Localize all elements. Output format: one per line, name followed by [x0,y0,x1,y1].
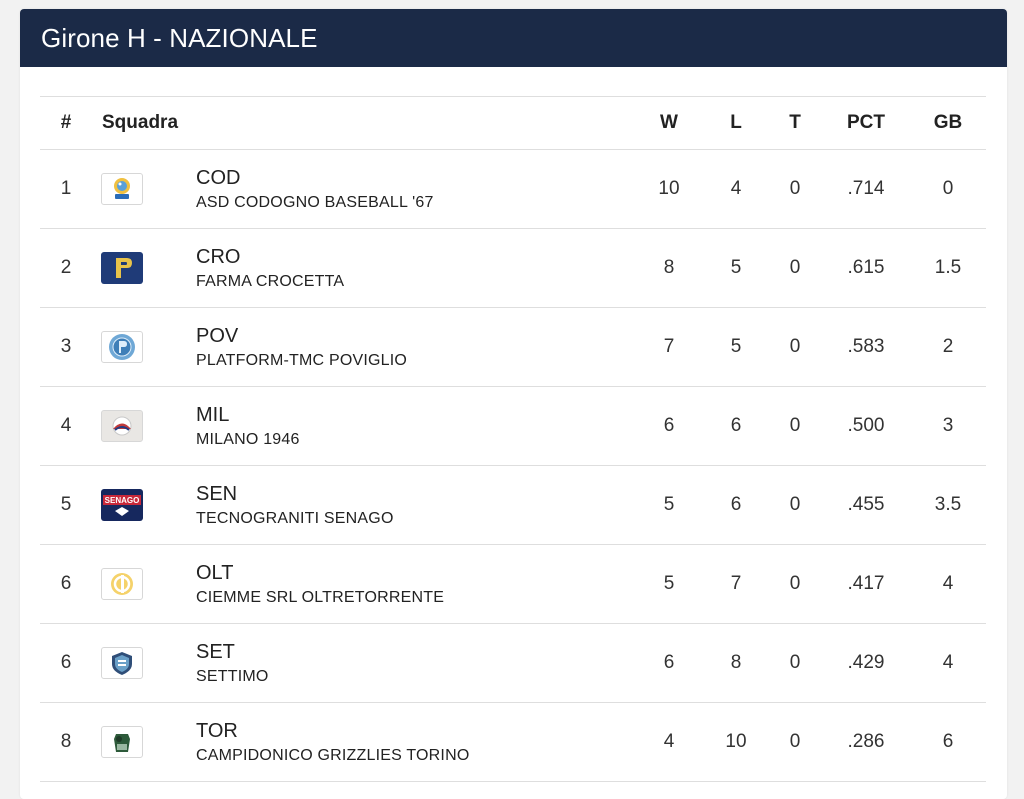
gb-cell: 4 [910,623,986,703]
losses-cell: 5 [704,228,768,308]
team-name[interactable]: TECNOGRANITI SENAGO [196,509,394,527]
pct-cell: .714 [822,149,910,229]
col-w-header: W [634,96,704,150]
team-abbr[interactable]: TOR [196,719,238,742]
table-row[interactable]: 6 SET SETTIMO 6 8 0 [40,623,986,703]
team-abbr[interactable]: MIL [196,403,230,426]
poviglio-logo[interactable] [101,331,143,363]
ties-cell: 0 [768,623,822,703]
gb-cell: 6 [910,702,986,782]
team-abbr[interactable]: CRO [196,245,241,268]
losses-cell: 7 [704,544,768,624]
rank-cell: 4 [40,386,92,466]
team-name[interactable]: CAMPIDONICO GRIZZLIES TORINO [196,746,470,764]
team-name[interactable]: PLATFORM-TMC POVIGLIO [196,351,408,369]
wins-cell: 5 [634,544,704,624]
col-rank-header: # [40,96,92,150]
pct-cell: .455 [822,465,910,545]
ties-cell: 0 [768,149,822,229]
panel-title: Girone H - NAZIONALE [41,22,318,53]
team-abbr[interactable]: SET [196,640,235,663]
col-l-header: L [704,96,768,150]
table-row[interactable]: 4 MIL MILANO 1946 6 6 0 [40,386,986,466]
losses-cell: 10 [704,702,768,782]
team-abbr[interactable]: SEN [196,482,238,505]
senago-logo[interactable]: SENAGO [101,489,143,521]
pct-cell: .429 [822,623,910,703]
ties-cell: 0 [768,386,822,466]
milano-logo[interactable] [101,410,143,442]
settimo-logo[interactable] [101,647,143,679]
col-pct-header: PCT [822,96,910,150]
gb-cell: 2 [910,307,986,387]
rank-cell: 6 [40,623,92,703]
codogno-logo[interactable] [101,173,143,205]
wins-cell: 10 [634,149,704,229]
losses-cell: 6 [704,386,768,466]
table-row[interactable]: 3 POV PLATFORM-TMC POVIGLIO [40,307,986,387]
team-name[interactable]: FARMA CROCETTA [196,272,345,290]
table-row[interactable]: 6 OLT CIEMME SRL OLTRETORRENTE 5 7 [40,544,986,624]
pct-cell: .500 [822,386,910,466]
table-row[interactable]: 2 CRO FARMA CROCETTA 8 5 0 .615 [40,228,986,308]
senago-logo-text: SENAGO [105,496,140,505]
ties-cell: 0 [768,307,822,387]
oltretorrente-logo[interactable] [101,568,143,600]
losses-cell: 4 [704,149,768,229]
team-name[interactable]: CIEMME SRL OLTRETORRENTE [196,588,445,606]
ties-cell: 0 [768,465,822,545]
team-abbr[interactable]: OLT [196,561,234,584]
col-team-header: Squadra [92,96,634,150]
wins-cell: 7 [634,307,704,387]
team-name[interactable]: ASD CODOGNO BASEBALL '67 [196,193,434,211]
wins-cell: 5 [634,465,704,545]
pct-cell: .583 [822,307,910,387]
torino-logo[interactable] [101,726,143,758]
rank-cell: 1 [40,149,92,229]
team-abbr[interactable]: COD [196,166,241,189]
table-row[interactable]: 5 SENAGO SEN TECNOGRANITI SENAGO [40,465,986,545]
team-abbr[interactable]: POV [196,324,239,347]
losses-cell: 8 [704,623,768,703]
table-header-row: # Squadra W L T PCT GB [40,96,986,150]
ties-cell: 0 [768,228,822,308]
wins-cell: 6 [634,623,704,703]
col-gb-header: GB [910,96,986,150]
standings-table: # Squadra W L T PCT GB 1 [40,96,986,782]
rank-cell: 2 [40,228,92,308]
team-name[interactable]: SETTIMO [196,667,269,685]
gb-cell: 4 [910,544,986,624]
ties-cell: 0 [768,544,822,624]
team-name[interactable]: MILANO 1946 [196,430,300,448]
pct-cell: .417 [822,544,910,624]
gb-cell: 3 [910,386,986,466]
rank-cell: 3 [40,307,92,387]
wins-cell: 6 [634,386,704,466]
pct-cell: .286 [822,702,910,782]
wins-cell: 4 [634,702,704,782]
pct-cell: .615 [822,228,910,308]
gb-cell: 1.5 [910,228,986,308]
col-t-header: T [768,96,822,150]
rank-cell: 8 [40,702,92,782]
losses-cell: 6 [704,465,768,545]
gb-cell: 0 [910,149,986,229]
standings-panel: Girone H - NAZIONALE # Squadra W L T PCT… [20,9,1007,799]
wins-cell: 8 [634,228,704,308]
panel-header: Girone H - NAZIONALE [20,9,1007,67]
rank-cell: 5 [40,465,92,545]
losses-cell: 5 [704,307,768,387]
gb-cell: 3.5 [910,465,986,545]
rank-cell: 6 [40,544,92,624]
crocetta-logo[interactable] [101,252,143,284]
table-row[interactable]: 8 TOR CAMPIDONICO GRIZZLIES TORINO 4 [40,702,986,782]
ties-cell: 0 [768,702,822,782]
table-row[interactable]: 1 COD ASD CODOGNO BASEBALL '67 [40,149,986,229]
